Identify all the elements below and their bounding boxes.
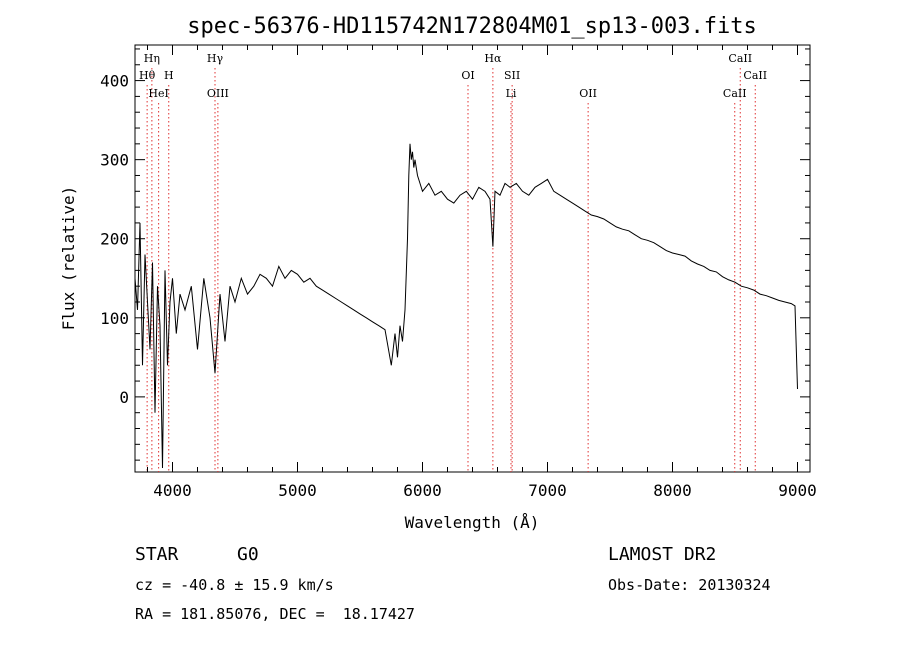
chart-title: spec-56376-HD115742N172804M01_sp13-003.f…	[187, 14, 757, 39]
y-tick-label: 100	[100, 309, 129, 328]
line-marker-label: OI	[461, 69, 474, 82]
line-marker-label: CaII	[723, 87, 747, 100]
y-tick-label: 200	[100, 230, 129, 249]
line-marker-label: SII	[504, 69, 520, 82]
coords-label: RA = 181.85076, DEC = 18.17427	[135, 605, 415, 623]
line-marker-label: Hθ	[139, 69, 156, 82]
obs-date-label: Obs-Date: 20130324	[608, 576, 771, 594]
line-marker-label: Li	[506, 87, 517, 100]
y-tick-label: 300	[100, 151, 129, 170]
line-marker-label: OII	[579, 87, 597, 100]
x-tick-label: 5000	[278, 481, 317, 500]
x-tick-label: 8000	[653, 481, 692, 500]
line-marker-label: CaII	[743, 69, 767, 82]
subclass-label: G0	[237, 544, 259, 565]
axis-ticks: 4000 5000 6000 7000 8000 9000 0 100 200 300 400	[100, 45, 817, 500]
line-marker-label: Hγ	[207, 52, 224, 65]
line-markers: Hη Hθ H HeI Hγ OIII Hα OI SII Li OII CaII CaII CaII	[139, 52, 767, 472]
y-axis-label: Flux (relative)	[59, 186, 78, 331]
line-marker-label: HeI	[148, 87, 168, 100]
x-axis-label: Wavelength (Å)	[405, 513, 540, 532]
line-marker-label: Hη	[144, 52, 160, 65]
x-tick-label: 9000	[778, 481, 817, 500]
y-tick-label: 400	[100, 72, 129, 91]
plot-frame	[134, 44, 811, 473]
survey-label: LAMOST DR2	[608, 544, 716, 565]
line-marker-label: CaII	[728, 52, 752, 65]
spectrum-line	[134, 143, 798, 469]
x-tick-label: 4000	[153, 481, 192, 500]
redshift-label: cz = -40.8 ± 15.9 km/s	[135, 576, 334, 594]
x-tick-label: 6000	[403, 481, 442, 500]
line-marker-label: Hα	[484, 52, 502, 65]
x-tick-label: 7000	[528, 481, 567, 500]
y-tick-label: 0	[119, 388, 129, 407]
object-class-label: STAR	[135, 544, 179, 565]
line-marker-label: H	[164, 69, 174, 82]
line-marker-label: OIII	[207, 87, 229, 100]
